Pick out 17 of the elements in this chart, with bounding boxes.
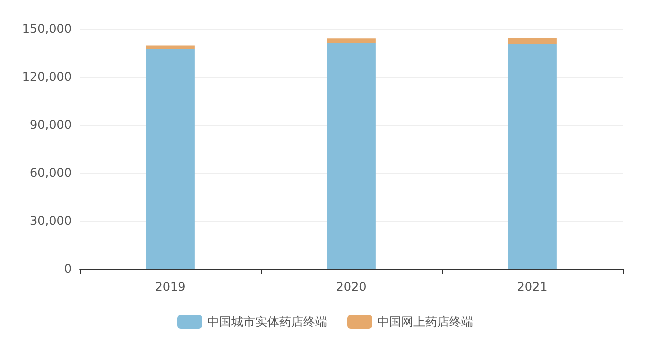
y-tick-label: 90,000	[30, 118, 72, 132]
bar	[327, 38, 376, 44]
bar	[508, 44, 557, 269]
legend-label: 中国城市实体药店终端	[208, 315, 328, 329]
legend-label: 中国网上药店终端	[378, 315, 474, 329]
x-tick-label: 2019	[155, 280, 186, 294]
x-tick-label: 2021	[517, 280, 548, 294]
bar	[508, 38, 557, 45]
bar	[146, 49, 195, 269]
y-tick-label: 120,000	[22, 70, 72, 84]
bar	[327, 43, 376, 269]
y-tick-label: 30,000	[30, 214, 72, 228]
y-tick-label: 150,000	[22, 22, 72, 36]
x-tick-label: 2020	[336, 280, 367, 294]
y-tick-label: 60,000	[30, 166, 72, 180]
bar	[146, 46, 195, 49]
y-tick-label: 0	[64, 262, 72, 276]
